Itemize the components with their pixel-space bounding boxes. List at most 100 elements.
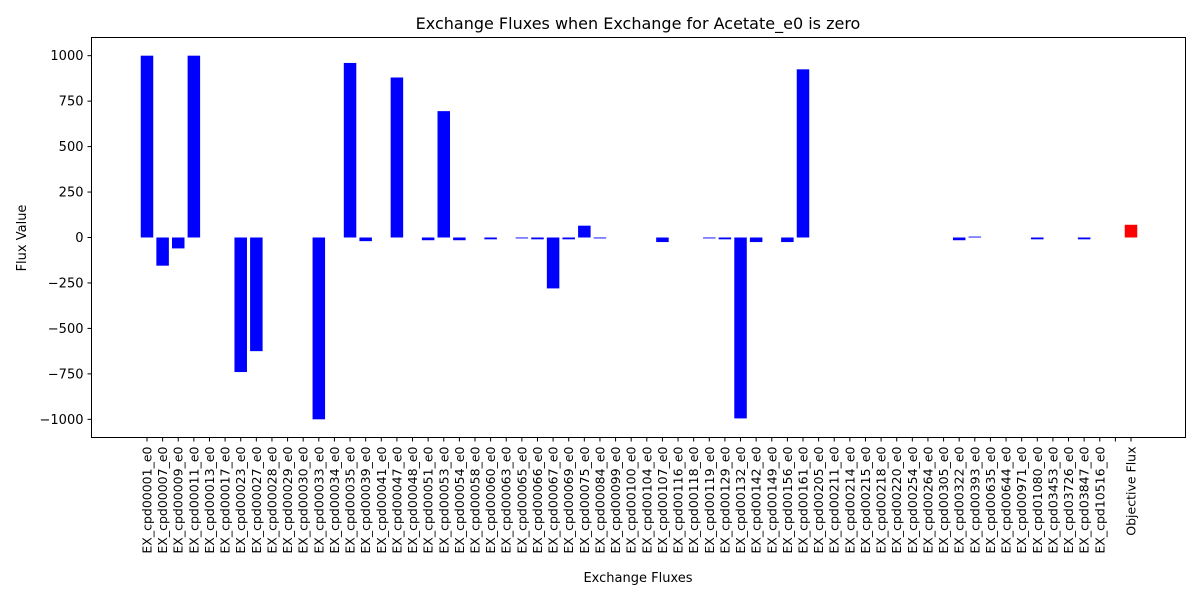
chart-title: Exchange Fluxes when Exchange for Acetat… <box>416 14 861 34</box>
bar-EX_cpd00039_e0 <box>359 237 372 242</box>
x-tick-label: EX_cpd00084_e0 <box>592 446 607 553</box>
x-axis-label: Exchange Fluxes <box>583 571 692 586</box>
bar-EX_cpd00054_e0 <box>453 237 466 241</box>
bar-EX_cpd00065_e0 <box>515 237 529 239</box>
bar-EX_cpd00033_e0 <box>312 237 326 420</box>
bar-EX_cpd00132_e0 <box>734 237 747 419</box>
bar-EX_cpd03847_e0 <box>1077 237 1091 240</box>
x-tick-label: EX_cpd00028_e0 <box>264 446 279 553</box>
x-tick-label: EX_cpd00254_e0 <box>905 446 920 553</box>
x-tick-label: EX_cpd00075_e0 <box>577 446 592 553</box>
bar-EX_cpd00066_e0 <box>531 237 544 240</box>
bar-EX_cpd00047_e0 <box>390 77 404 238</box>
x-tick-label: EX_cpd00218_e0 <box>874 446 889 553</box>
bar-EX_cpd00084_e0 <box>593 237 607 239</box>
x-tick-label: EX_cpd00104_e0 <box>639 446 654 553</box>
x-tick-label: EX_cpd00322_e0 <box>952 446 967 553</box>
y-tick-label: 250 <box>59 186 84 201</box>
bar-EX_cpd00142_e0 <box>749 237 763 243</box>
x-tick-label: EX_cpd00009_e0 <box>171 446 186 553</box>
x-tick-label: EX_cpd00051_e0 <box>421 446 436 553</box>
x-tick-label: EX_cpd00211_e0 <box>827 446 842 553</box>
bar-EX_cpd00060_e0 <box>484 237 497 240</box>
x-tick-label: EX_cpd00023_e0 <box>233 446 248 553</box>
x-tick-label: EX_cpd00214_e0 <box>842 446 857 553</box>
x-tick-label: EX_cpd00041_e0 <box>374 446 389 553</box>
bar-EX_cpd00069_e0 <box>562 237 575 240</box>
bar-EX_cpd00075_e0 <box>578 225 591 238</box>
x-tick-label: EX_cpd00215_e0 <box>858 446 873 553</box>
x-tick-label: EX_cpd00011_e0 <box>186 446 201 553</box>
x-tick-label: EX_cpd00067_e0 <box>546 446 561 553</box>
y-tick-label: −250 <box>48 276 84 291</box>
x-tick-label: EX_cpd00142_e0 <box>749 446 764 553</box>
x-tick-label: EX_cpd00001_e0 <box>140 446 155 553</box>
x-tick-label: EX_cpd00264_e0 <box>920 446 935 553</box>
bar-EX_cpd00053_e0 <box>437 111 451 238</box>
x-tick-label: EX_cpd00205_e0 <box>811 446 826 553</box>
bar-EX_cpd00035_e0 <box>343 62 357 238</box>
x-tick-label: EX_cpd00029_e0 <box>280 446 295 553</box>
x-tick-label: EX_cpd00007_e0 <box>155 446 170 553</box>
y-tick-label: 500 <box>59 140 84 155</box>
x-tick-label: EX_cpd00118_e0 <box>686 446 701 553</box>
bar-EX_cpd00393_e0 <box>968 236 982 238</box>
bar-EX_cpd00027_e0 <box>250 237 263 352</box>
x-tick-label: EX_cpd00033_e0 <box>311 446 326 553</box>
x-tick-label: EX_cpd00048_e0 <box>405 446 420 553</box>
x-tick-label: EX_cpd00039_e0 <box>358 446 373 553</box>
x-tick-label: EX_cpd00149_e0 <box>764 446 779 553</box>
x-tick-label: EX_cpd03847_e0 <box>1077 446 1092 553</box>
bar-EX_cpd00007_e0 <box>156 237 169 266</box>
x-tick-label: EX_cpd00635_e0 <box>983 446 998 553</box>
bar-EX_cpd00001_e0 <box>140 55 154 238</box>
x-tick-label: EX_cpd00058_e0 <box>468 446 483 553</box>
bar-EX_cpd00129_e0 <box>718 237 732 240</box>
x-tick-label: EX_cpd00132_e0 <box>733 446 748 553</box>
x-tick-label: Objective Flux <box>1124 447 1139 536</box>
bar-EX_cpd00051_e0 <box>421 237 435 241</box>
y-tick-label: −750 <box>48 367 84 382</box>
x-ticks-group: EX_cpd00001_e0 EX_cpd00007_e0 EX_cpd00009_… <box>140 437 1139 554</box>
x-tick-label: EX_cpd00060_e0 <box>483 446 498 553</box>
x-tick-label: EX_cpd00066_e0 <box>530 446 545 553</box>
bar-EX_cpd01080_e0 <box>1031 237 1044 240</box>
bar-EX_cpd00161_e0 <box>796 69 810 238</box>
x-tick-label: EX_cpd00034_e0 <box>327 446 342 553</box>
x-tick-label: EX_cpd00054_e0 <box>452 446 467 553</box>
bar-Objective Flux <box>1124 224 1138 238</box>
x-tick-label: EX_cpd00393_e0 <box>967 446 982 553</box>
x-tick-label: EX_cpd00013_e0 <box>202 446 217 553</box>
x-tick-label: EX_cpd00119_e0 <box>702 446 717 553</box>
x-tick-label: EX_cpd00107_e0 <box>655 446 670 553</box>
x-tick-label: EX_cpd03726_e0 <box>1061 446 1076 553</box>
x-tick-label: EX_cpd00069_e0 <box>561 446 576 553</box>
bar-EX_cpd00156_e0 <box>781 237 794 243</box>
bar-EX_cpd00107_e0 <box>656 237 669 243</box>
y-ticks-group: 1000 750 500 250 0 −250 −500 −750 −1000 <box>40 49 92 428</box>
x-tick-label: EX_cpd00063_e0 <box>499 446 514 553</box>
x-tick-label: EX_cpd00030_e0 <box>296 446 311 553</box>
y-tick-label: −1000 <box>40 413 84 428</box>
y-tick-label: 0 <box>75 231 83 246</box>
y-tick-label: 1000 <box>50 49 83 64</box>
x-tick-label: EX_cpd00100_e0 <box>624 446 639 553</box>
bar-EX_cpd00067_e0 <box>546 237 560 289</box>
y-tick-label: 750 <box>59 95 84 110</box>
x-tick-label: EX_cpd00971_e0 <box>1014 446 1029 553</box>
x-tick-label: EX_cpd00305_e0 <box>936 446 951 553</box>
x-tick-label: EX_cpd00035_e0 <box>343 446 358 553</box>
x-tick-label: EX_cpd00047_e0 <box>389 446 404 553</box>
x-tick-label: EX_cpd00129_e0 <box>717 446 732 553</box>
x-tick-label: EX_cpd01080_e0 <box>1030 446 1045 553</box>
x-tick-label: EX_cpd00053_e0 <box>436 446 451 553</box>
bar-EX_cpd00023_e0 <box>234 237 247 373</box>
bar-EX_cpd00322_e0 <box>952 237 966 241</box>
bar-EX_cpd00119_e0 <box>703 237 716 239</box>
x-tick-label: EX_cpd00116_e0 <box>671 446 686 553</box>
bar-EX_cpd00009_e0 <box>171 237 185 249</box>
x-tick-label: EX_cpd00161_e0 <box>796 446 811 553</box>
x-tick-label: EX_cpd00644_e0 <box>999 446 1014 553</box>
x-tick-label: EX_cpd00099_e0 <box>608 446 623 553</box>
